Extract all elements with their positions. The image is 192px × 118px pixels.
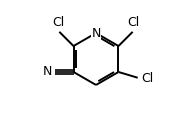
Text: Cl: Cl: [53, 16, 65, 29]
Text: Cl: Cl: [127, 16, 139, 29]
Text: N: N: [42, 65, 52, 78]
Text: N: N: [91, 27, 101, 40]
Text: Cl: Cl: [141, 72, 153, 85]
